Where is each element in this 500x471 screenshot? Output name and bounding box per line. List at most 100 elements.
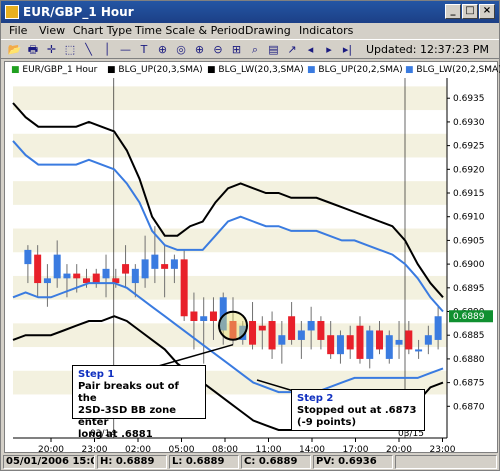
open-icon[interactable]: 📂 <box>7 43 22 56</box>
candle-body <box>366 330 374 359</box>
step1-line2: 2SD-3SD BB zone enter <box>78 405 177 428</box>
candle-body <box>376 330 384 350</box>
zoom-icon[interactable]: ⌕ <box>251 43 259 56</box>
menu-chart-type[interactable]: Chart Type <box>73 24 132 37</box>
status-bar: 05/01/2006 15:06:00 H: 0.6889 L: 0.6889 … <box>1 453 499 471</box>
menu-indicators[interactable]: Indicators <box>299 24 354 37</box>
cursor-icon[interactable]: ⬚ <box>64 43 76 56</box>
date-label: 03/14 <box>90 429 116 439</box>
candle-body <box>170 259 178 269</box>
toolbar: 📂 🖶 ✛ ⬚ ╲ │ — T ⊕ ◎ ⊕ ⊖ ⊞ ⌕ ▤ ↗ ◂ ▸ ▸| Updated: 12:37:23 P… <box>1 39 499 59</box>
candle-body <box>131 268 139 284</box>
text-icon[interactable]: T <box>140 43 148 56</box>
candle-body <box>356 325 364 359</box>
candle-body <box>122 264 130 274</box>
zoom-in-icon[interactable]: ⊕ <box>194 43 205 56</box>
step2-title: Step 2 <box>297 393 334 404</box>
status-close: C: 0.6889 <box>241 455 311 469</box>
candle-body <box>288 316 296 340</box>
arrow-icon[interactable]: ↗ <box>287 43 297 56</box>
maximize-icon[interactable]: □ <box>462 4 478 19</box>
candle-body <box>180 259 188 317</box>
status-high: H: 0.6889 <box>97 455 167 469</box>
candle-body <box>434 316 442 340</box>
minimize-icon[interactable]: _ <box>445 4 461 19</box>
y-tick-label: 0.6935 <box>453 94 485 104</box>
legend-bb-lw-2: ■ BLG_LW(20,2,SMA) <box>405 65 500 75</box>
candle-body <box>385 335 393 359</box>
print-icon[interactable]: 🖶 <box>27 43 39 56</box>
candle-body <box>336 335 344 355</box>
fib-icon[interactable]: ⊕ <box>157 43 168 56</box>
line-icon[interactable]: ╲ <box>85 43 92 56</box>
annotation-step2: Step 2 Stopped out at .6873 (-9 points) <box>291 389 425 431</box>
legend-bb-up-3: ■ BLG_UP(20,3,SMA) <box>107 65 203 75</box>
date-label: 03/15 <box>398 429 424 439</box>
x-tick-label: 17:00 <box>343 445 369 452</box>
horizontal-line-icon[interactable]: — <box>120 43 131 56</box>
menu-file[interactable]: File <box>9 24 28 37</box>
candle-body <box>82 278 90 284</box>
grid-band <box>13 133 447 158</box>
close-icon[interactable]: × <box>479 4 495 19</box>
candle-body <box>317 320 325 340</box>
status-date: 05/01/2006 15:06:00 <box>3 455 95 469</box>
candle-body <box>327 335 335 355</box>
menu-time-scale[interactable]: Time Scale & Period <box>135 24 245 37</box>
legend-price: ■ EUR/GBP_1 Hour <box>11 65 98 75</box>
crosshair-icon[interactable]: ✛ <box>46 43 57 56</box>
step1-line1: Pair breaks out of the <box>78 381 179 404</box>
candle-body <box>200 316 208 321</box>
x-tick-label: 11:00 <box>256 445 282 452</box>
y-tick-label: 0.6885 <box>453 331 485 341</box>
ellipse-icon[interactable]: ◎ <box>176 43 186 56</box>
status-extra <box>395 455 497 469</box>
y-tick-label: 0.6870 <box>453 402 485 412</box>
arrow-step1 <box>154 343 234 368</box>
candle-body <box>258 325 266 331</box>
candle-body <box>34 254 42 284</box>
candle-body <box>278 335 286 345</box>
left-icon[interactable]: ◂ <box>307 43 314 56</box>
candle-body <box>141 259 149 279</box>
y-tick-label: 0.6910 <box>453 213 485 223</box>
x-tick-label: 14:00 <box>299 445 325 452</box>
candle-body <box>424 335 432 345</box>
candle-body <box>415 349 423 352</box>
band-line <box>12 102 444 298</box>
candle-body <box>249 320 257 345</box>
grid-band <box>13 275 447 300</box>
candle-body <box>268 320 276 350</box>
vertical-line-icon[interactable]: │ <box>103 43 111 56</box>
band-line <box>12 282 444 394</box>
x-tick-label: 20:00 <box>38 445 64 452</box>
window-title: EUR/GBP_1 Hour <box>23 5 134 19</box>
end-icon[interactable]: ▸| <box>342 43 353 56</box>
rect-zoom-icon[interactable]: ⊞ <box>231 43 242 56</box>
candle-body <box>297 330 305 340</box>
chart-icon[interactable]: ▤ <box>268 43 279 56</box>
y-tick-label: 0.6880 <box>453 355 485 365</box>
candle-body <box>395 339 403 345</box>
candle-body <box>43 278 51 284</box>
legend-bb-lw-3: ■ BLG_LW(20,3,SMA) <box>207 65 304 75</box>
x-tick-label: 05:00 <box>169 445 195 452</box>
annotation-step1: Step 1 Pair breaks out of the 2SD-3SD BB… <box>72 365 206 440</box>
y-tick-label: 0.6875 <box>453 379 485 389</box>
candle-body <box>219 297 227 331</box>
candle-body <box>190 311 198 321</box>
y-tick-label: 0.6905 <box>453 236 485 246</box>
menu-drawing[interactable]: Drawing <box>245 24 291 37</box>
status-pv: PV: 0.6936 <box>313 455 393 469</box>
step2-line1: Stopped out at .6873 <box>297 405 417 416</box>
candle-body <box>24 249 32 265</box>
menu-view[interactable]: View <box>39 24 66 37</box>
grid-band <box>13 228 447 253</box>
zoom-out-icon[interactable]: ⊖ <box>213 43 223 56</box>
band-line <box>12 140 444 313</box>
price-chart[interactable]: 0.6935 0.6930 0.6925 0.6920 0.6915 0.6910 0.69… <box>5 62 497 452</box>
x-tick-label: 02:00 <box>125 445 151 452</box>
right-icon[interactable]: ▸ <box>326 43 332 56</box>
menu-bar: File View Chart Type Time Scale & Period… <box>1 23 499 39</box>
y-tick-label: 0.6920 <box>453 165 485 175</box>
